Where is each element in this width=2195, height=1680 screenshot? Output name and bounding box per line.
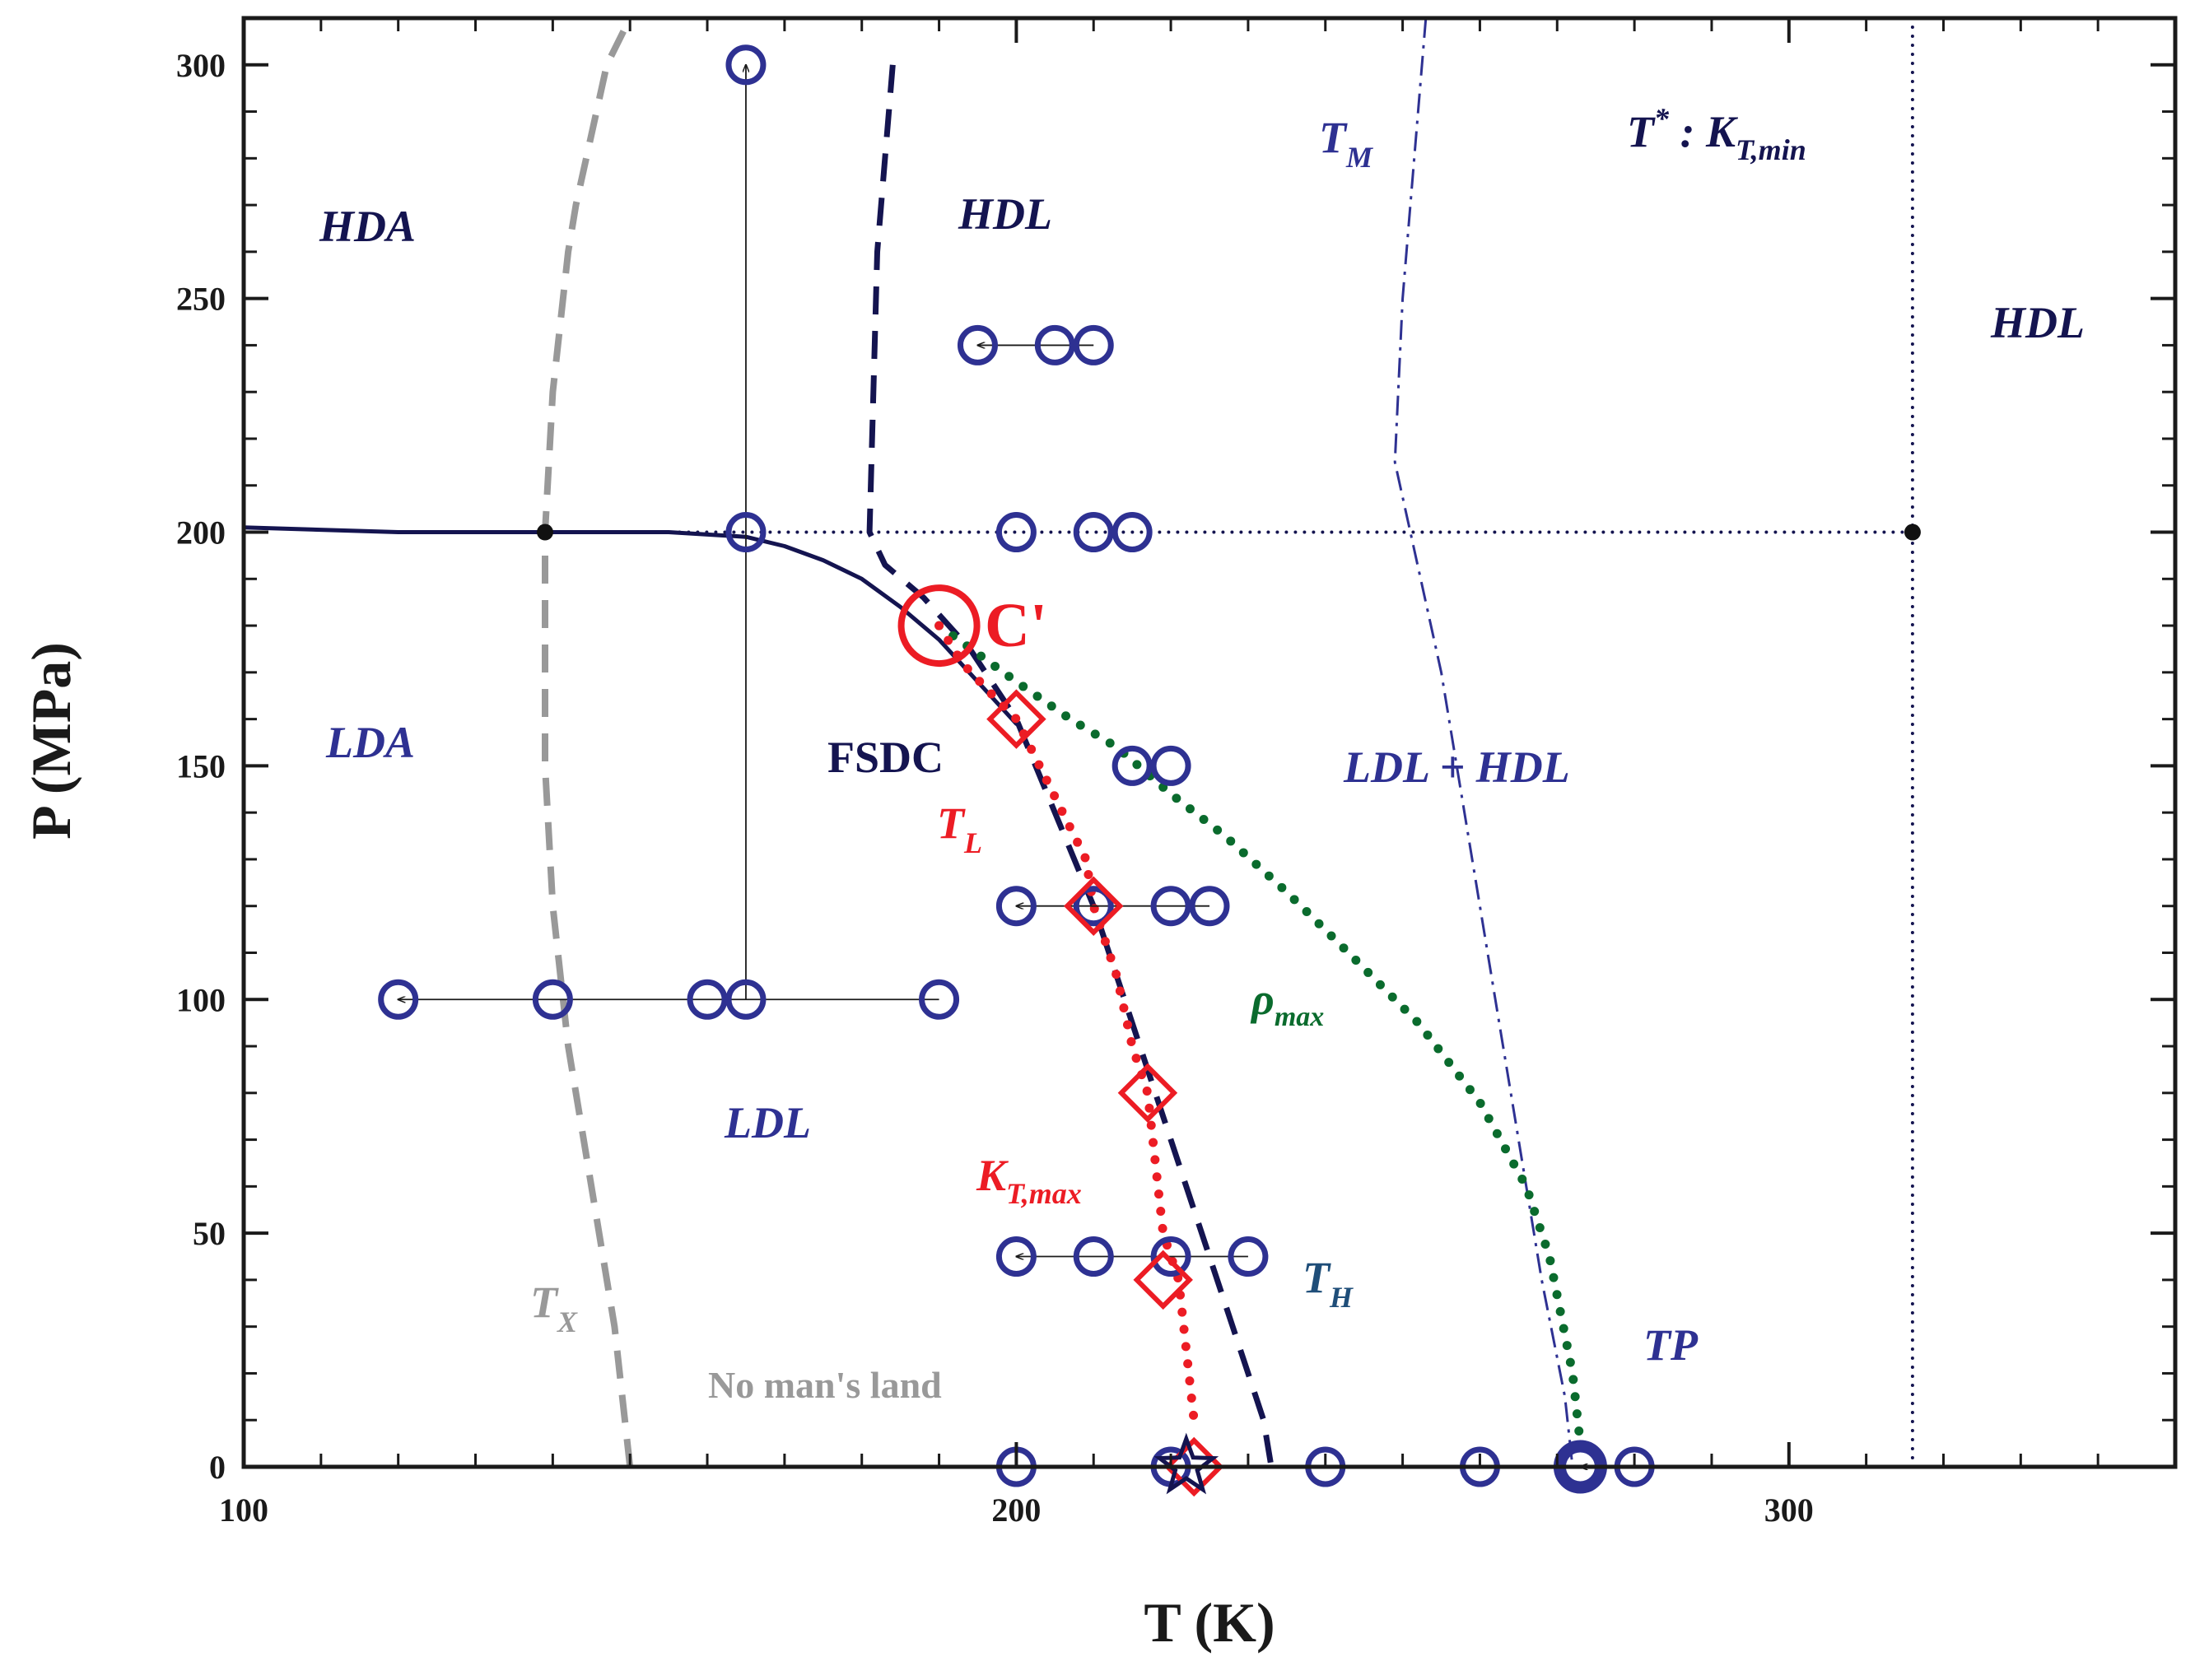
- simulation-point: [995, 1236, 1037, 1277]
- label-cprime: C': [985, 591, 1047, 660]
- series-line-6: [934, 621, 1585, 1449]
- y-tick-label: 150: [176, 747, 226, 784]
- simulation-point: [1111, 512, 1153, 553]
- simulation-point: [995, 512, 1037, 553]
- simulation-point: [1073, 1236, 1114, 1277]
- simulation-point: [957, 324, 998, 365]
- simulation-point: [725, 44, 767, 86]
- y-tick-label: 50: [193, 1215, 226, 1252]
- simulation-point: [1111, 745, 1153, 786]
- series-line-0: [244, 525, 1018, 726]
- critical-point-cprime: [897, 584, 981, 668]
- kt-max-point: [1063, 876, 1124, 936]
- label-tm: TM: [1319, 113, 1374, 174]
- star-marker: [1153, 1432, 1219, 1495]
- x-tick-label: 300: [1764, 1492, 1814, 1529]
- plot-frame: [241, 16, 2178, 1469]
- axes-layer: [241, 16, 2178, 1469]
- simulation-point: [919, 979, 960, 1020]
- series-line-5: [1393, 18, 1574, 1467]
- y-tick-label: 200: [176, 514, 226, 551]
- simulation-point: [1073, 324, 1114, 365]
- intersection-marker: [536, 524, 553, 541]
- simulation-point: [1189, 886, 1230, 927]
- simulation-point: [378, 979, 419, 1020]
- label-hdl-right: HDL: [1990, 298, 2085, 347]
- y-tick-label: 300: [176, 47, 226, 84]
- simulation-point: [1034, 324, 1075, 365]
- x-tick-label: 200: [991, 1492, 1041, 1529]
- simulation-point: [1150, 745, 1191, 786]
- tick-labels-layer: 100 200 300 0 50 100 150 200 250 300: [176, 47, 1814, 1529]
- label-tstar: T* : KT,min: [1627, 102, 1806, 166]
- kt-max-point: [1117, 1063, 1178, 1124]
- label-tp: TP: [1643, 1320, 1699, 1370]
- simulation-point: [725, 979, 767, 1020]
- simulation-point: [687, 979, 728, 1020]
- simulation-point: [995, 886, 1037, 927]
- kt-max-point: [986, 689, 1046, 749]
- label-kt-max: KT,max: [976, 1151, 1082, 1210]
- intersection-marker: [1904, 524, 1921, 541]
- label-tx: TX: [530, 1277, 578, 1338]
- label-lda: LDA: [325, 718, 415, 767]
- label-th: TH: [1303, 1253, 1354, 1314]
- kt-max-point: [1133, 1250, 1193, 1310]
- simulation-point: [1228, 1236, 1269, 1277]
- x-axis-title: T (K): [1144, 1591, 1275, 1654]
- label-hdl-upper: HDL: [958, 189, 1052, 239]
- simulation-point: [1150, 886, 1191, 927]
- series-line-3: [542, 18, 634, 1467]
- label-tl: TL: [937, 798, 982, 859]
- simulation-point: [1150, 1236, 1191, 1277]
- simulation-point: [1073, 886, 1114, 927]
- label-fsdc: FSDC: [827, 733, 944, 782]
- label-no-mans-land: No man's land: [708, 1364, 942, 1406]
- markers-layer: [378, 44, 1921, 1497]
- y-tick-label: 100: [176, 981, 226, 1018]
- simulation-point: [725, 512, 767, 553]
- y-tick-label: 250: [176, 281, 226, 318]
- simulation-point: [1073, 512, 1114, 553]
- y-tick-label: 0: [209, 1449, 226, 1486]
- x-tick-label: 100: [219, 1492, 268, 1529]
- label-rho-max: ρmax: [1250, 975, 1324, 1032]
- label-hda: HDA: [319, 202, 416, 251]
- y-axis-title: P (MPa): [20, 642, 82, 840]
- simulation-point: [532, 979, 573, 1020]
- label-ldl-hdl: LDL + HDL: [1343, 742, 1570, 792]
- label-ldl: LDL: [724, 1098, 811, 1147]
